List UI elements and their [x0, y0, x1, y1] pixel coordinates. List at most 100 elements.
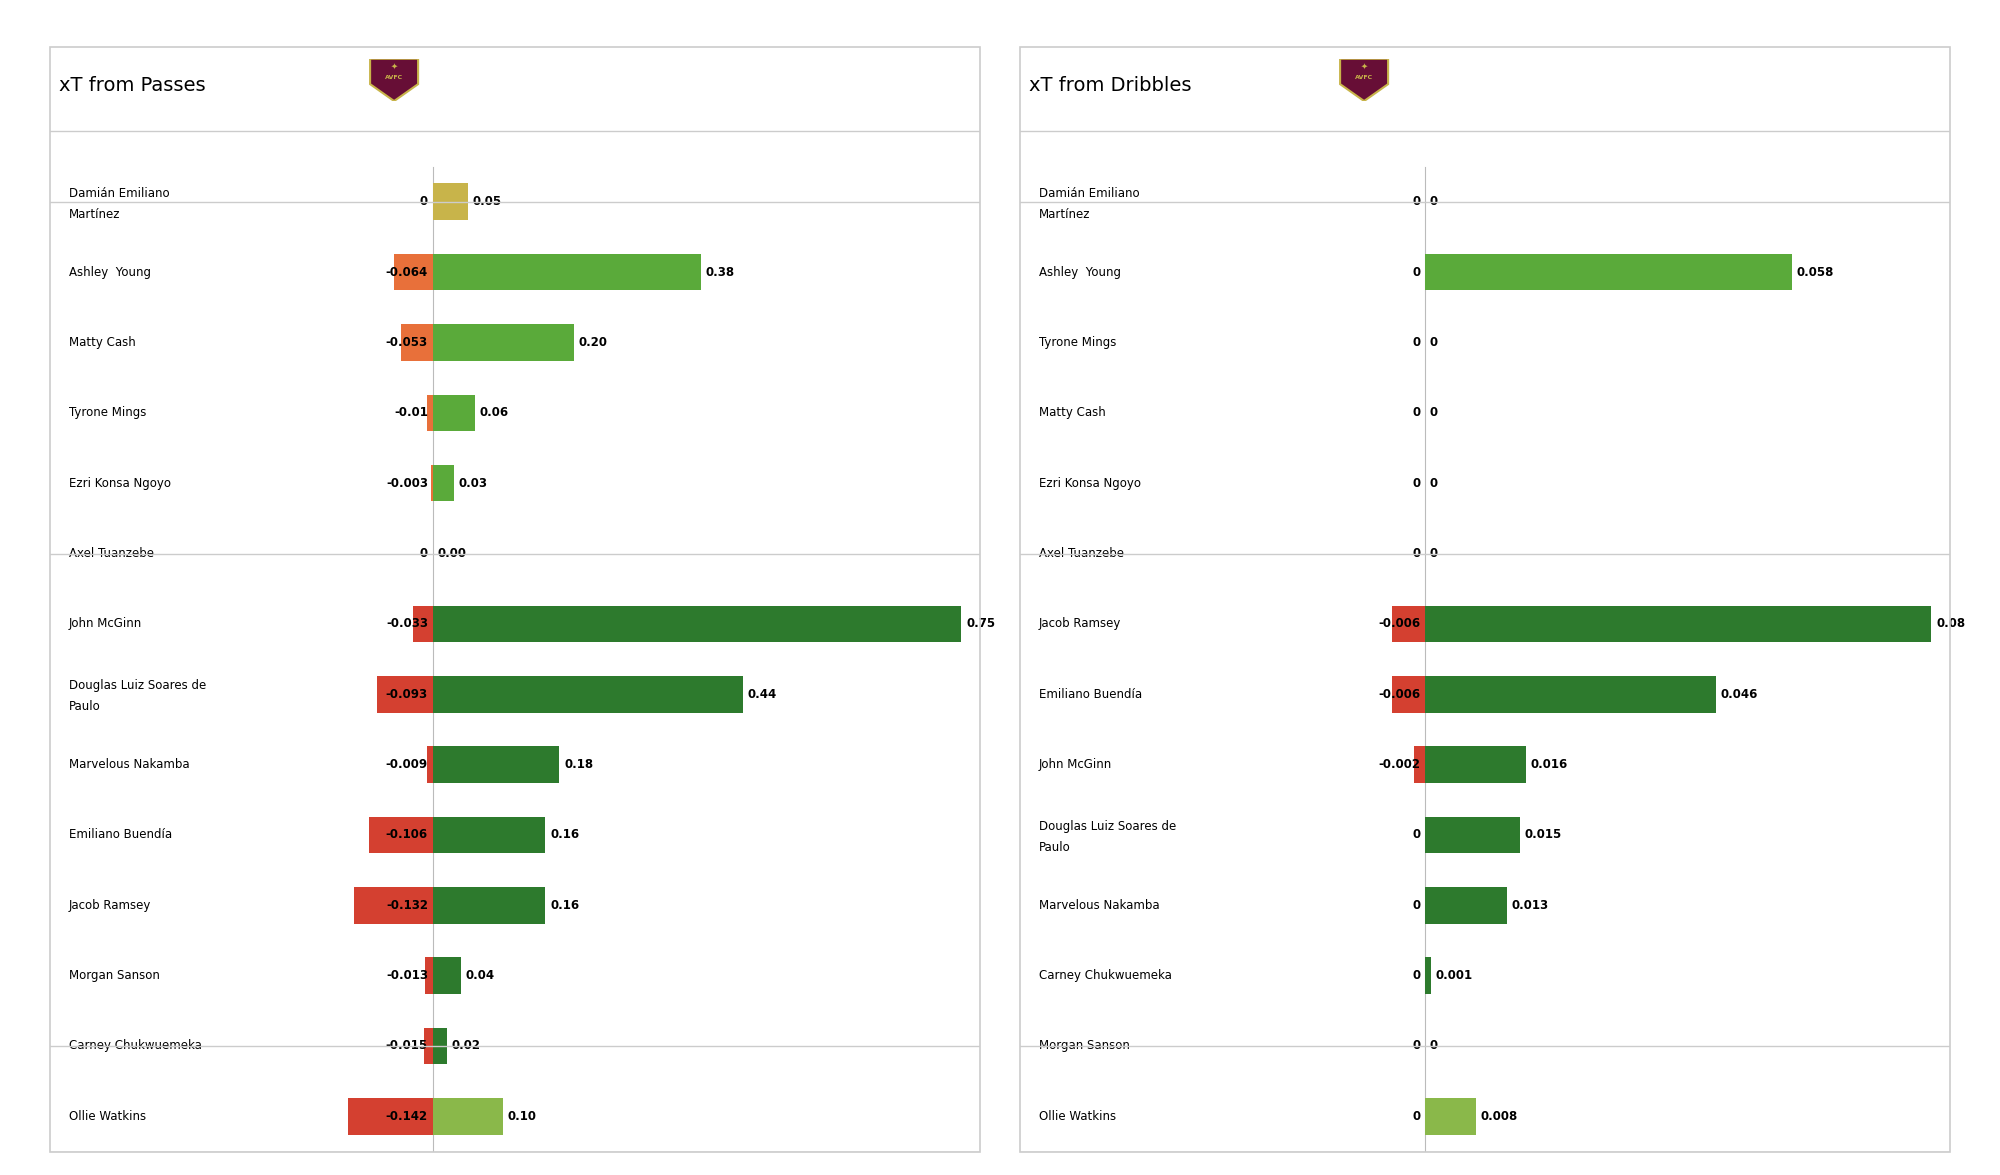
Text: Damián Emiliano: Damián Emiliano [1038, 187, 1140, 200]
Text: Marvelous Nakamba: Marvelous Nakamba [1038, 899, 1160, 912]
Text: Tyrone Mings: Tyrone Mings [68, 407, 146, 419]
Bar [432, 465, 454, 502]
Text: -0.013: -0.013 [386, 969, 428, 982]
Text: 0: 0 [420, 548, 428, 560]
Bar [1414, 746, 1424, 783]
Bar [1424, 605, 1932, 643]
Bar [432, 746, 560, 783]
Text: Morgan Sanson: Morgan Sanson [68, 969, 160, 982]
Text: 0.00: 0.00 [438, 548, 466, 560]
Text: 0: 0 [1412, 407, 1420, 419]
Bar [424, 958, 432, 994]
Text: 0.04: 0.04 [466, 969, 494, 982]
Bar [428, 746, 432, 783]
Bar [424, 1028, 432, 1065]
Bar [1424, 958, 1432, 994]
Text: -0.006: -0.006 [1378, 617, 1420, 630]
Text: Ashley  Young: Ashley Young [68, 266, 150, 278]
Text: John McGinn: John McGinn [68, 617, 142, 630]
Text: Damián Emiliano: Damián Emiliano [68, 187, 170, 200]
Bar [354, 887, 432, 924]
Text: Martínez: Martínez [68, 208, 120, 221]
Text: Emiliano Buendía: Emiliano Buendía [68, 828, 172, 841]
Text: -0.015: -0.015 [386, 1040, 428, 1053]
Text: 0: 0 [1412, 195, 1420, 208]
Text: John McGinn: John McGinn [1038, 758, 1112, 771]
Text: 0.20: 0.20 [578, 336, 608, 349]
Text: -0.002: -0.002 [1378, 758, 1420, 771]
Text: Carney Chukwuemeka: Carney Chukwuemeka [1038, 969, 1172, 982]
Text: Matty Cash: Matty Cash [68, 336, 136, 349]
Text: Carney Chukwuemeka: Carney Chukwuemeka [68, 1040, 202, 1053]
Text: 0: 0 [1412, 1110, 1420, 1123]
Text: Jacob Ramsey: Jacob Ramsey [1038, 617, 1120, 630]
Text: 0.16: 0.16 [550, 828, 580, 841]
Bar [432, 958, 460, 994]
Text: Marvelous Nakamba: Marvelous Nakamba [68, 758, 190, 771]
Text: 0.015: 0.015 [1524, 828, 1562, 841]
Bar [1424, 817, 1520, 853]
Bar [432, 395, 474, 431]
Text: 0: 0 [1412, 969, 1420, 982]
Text: ✦: ✦ [1360, 62, 1368, 70]
Text: Paulo: Paulo [1038, 841, 1070, 854]
Text: 0.008: 0.008 [1480, 1110, 1518, 1123]
Text: Tyrone Mings: Tyrone Mings [1038, 336, 1116, 349]
Bar [426, 395, 432, 431]
Text: 0: 0 [1412, 336, 1420, 349]
Text: AVFC: AVFC [1356, 75, 1374, 80]
Text: 0.013: 0.013 [1512, 899, 1550, 912]
Text: -0.132: -0.132 [386, 899, 428, 912]
Text: 0.16: 0.16 [550, 899, 580, 912]
Text: 0.02: 0.02 [452, 1040, 480, 1053]
Text: 0.38: 0.38 [706, 266, 734, 278]
Text: 0.75: 0.75 [966, 617, 996, 630]
Text: Ezri Konsa Ngoyo: Ezri Konsa Ngoyo [1038, 477, 1140, 490]
Text: -0.006: -0.006 [1378, 687, 1420, 700]
Text: Matty Cash: Matty Cash [1038, 407, 1106, 419]
Bar [394, 254, 432, 290]
Bar [1424, 887, 1508, 924]
Text: 0.016: 0.016 [1530, 758, 1568, 771]
Bar [432, 183, 468, 220]
Bar [1392, 676, 1424, 712]
Text: 0: 0 [1412, 828, 1420, 841]
Polygon shape [1340, 59, 1388, 101]
Bar [370, 817, 432, 853]
Text: 0: 0 [1412, 899, 1420, 912]
Text: AVFC: AVFC [386, 75, 404, 80]
Bar [1020, 47, 1950, 1152]
Bar [50, 47, 980, 1152]
Text: Martínez: Martínez [1038, 208, 1090, 221]
Text: 0: 0 [1430, 548, 1438, 560]
Text: Ollie Watkins: Ollie Watkins [1038, 1110, 1116, 1123]
Text: -0.01: -0.01 [394, 407, 428, 419]
Text: Douglas Luiz Soares de: Douglas Luiz Soares de [68, 679, 206, 692]
Bar [432, 817, 546, 853]
Bar [1424, 254, 1792, 290]
Text: 0: 0 [1412, 266, 1420, 278]
Text: 0: 0 [1430, 195, 1438, 208]
Text: 0.44: 0.44 [748, 687, 776, 700]
Text: Morgan Sanson: Morgan Sanson [1038, 1040, 1130, 1053]
Text: 0.058: 0.058 [1796, 266, 1834, 278]
Text: 0.05: 0.05 [472, 195, 502, 208]
Text: 0.06: 0.06 [480, 407, 508, 419]
Bar [412, 605, 432, 643]
Text: Paulo: Paulo [68, 700, 100, 713]
Text: Axel Tuanzebe: Axel Tuanzebe [1038, 548, 1124, 560]
Text: 0: 0 [1430, 336, 1438, 349]
Text: Ezri Konsa Ngoyo: Ezri Konsa Ngoyo [68, 477, 170, 490]
Text: 0: 0 [1412, 548, 1420, 560]
Bar [432, 676, 742, 712]
Bar [348, 1097, 432, 1135]
Bar [1424, 746, 1526, 783]
Text: xT from Dribbles: xT from Dribbles [1030, 76, 1192, 95]
Bar [400, 324, 432, 361]
Bar [432, 1097, 504, 1135]
Text: Douglas Luiz Soares de: Douglas Luiz Soares de [1038, 820, 1176, 833]
Bar [1392, 605, 1424, 643]
Text: 0.18: 0.18 [564, 758, 594, 771]
Text: -0.033: -0.033 [386, 617, 428, 630]
Text: 0: 0 [1430, 407, 1438, 419]
